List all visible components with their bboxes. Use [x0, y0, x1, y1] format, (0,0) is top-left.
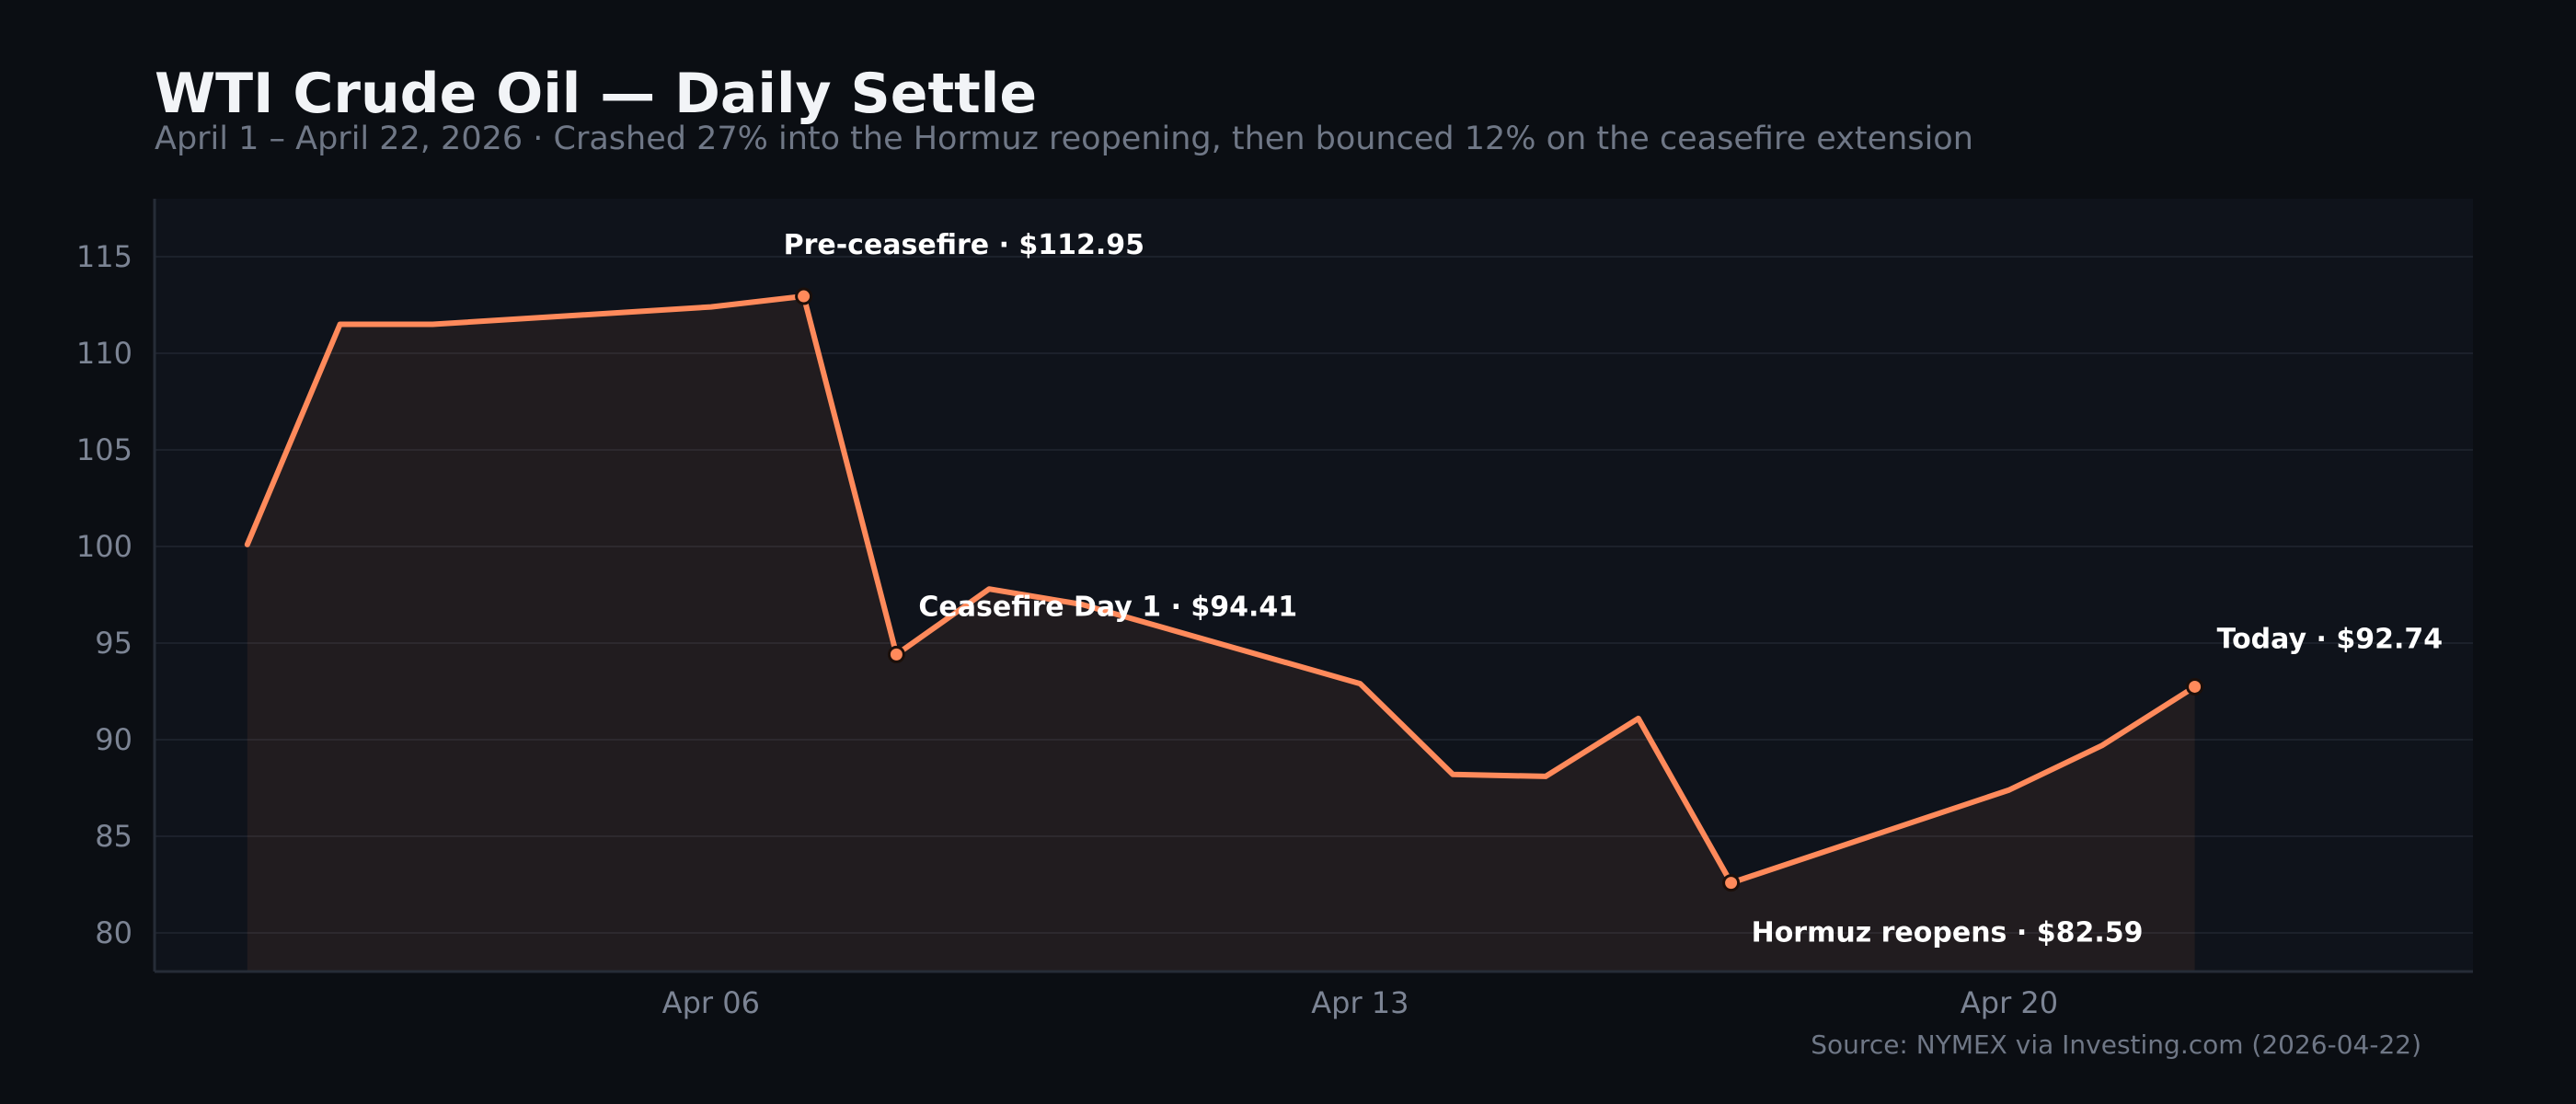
chart-title: WTI Crude Oil — Daily Settle: [155, 62, 1038, 126]
annotation-marker: [795, 287, 813, 305]
x-tick-label: Apr 06: [662, 985, 760, 1020]
y-tick-label: 90: [95, 722, 132, 757]
y-tick-label: 100: [76, 529, 132, 564]
annotation-label: Ceasefire Day 1 · $94.41: [918, 591, 1297, 623]
y-tick-label: 95: [95, 626, 132, 661]
annotation-label: Hormuz reopens · $82.59: [1752, 917, 2144, 949]
y-tick-label: 110: [76, 336, 132, 371]
plot-area: [155, 199, 2473, 972]
area-fill-layer: [247, 296, 2195, 972]
source-note: Source: NYMEX via Investing.com (2026-04…: [1811, 1029, 2421, 1060]
y-tick-label: 115: [76, 239, 132, 274]
y-tick-label: 80: [95, 915, 132, 950]
chart-subtitle: April 1 – April 22, 2026 · Crashed 27% i…: [155, 121, 1973, 157]
axes: [153, 199, 2473, 973]
annotations: Pre-ceasefire · $112.95 Ceasefire Day 1 ·…: [784, 229, 2444, 949]
gridlines: [155, 256, 2473, 934]
markers: [795, 287, 2204, 892]
annotation-marker: [887, 645, 905, 663]
y-tick-label: 85: [95, 819, 132, 854]
series-line: [244, 293, 2198, 886]
y-tick-label: 105: [76, 432, 132, 467]
x-tick-label: Apr 13: [1311, 985, 1409, 1020]
annotation-label: Today · $92.74: [2217, 623, 2444, 655]
annotation-marker: [1722, 874, 1741, 892]
series-area-fill: [247, 296, 2195, 972]
tick-labels: 80 85 90 95 100 105 110 115 Apr 06 Apr 13 Apr 20: [76, 239, 2058, 1020]
annotation-marker: [2186, 677, 2204, 696]
x-tick-label: Apr 20: [1961, 985, 2058, 1020]
series-line-layer: [244, 293, 2198, 886]
annotation-label: Pre-ceasefire · $112.95: [784, 229, 1144, 261]
